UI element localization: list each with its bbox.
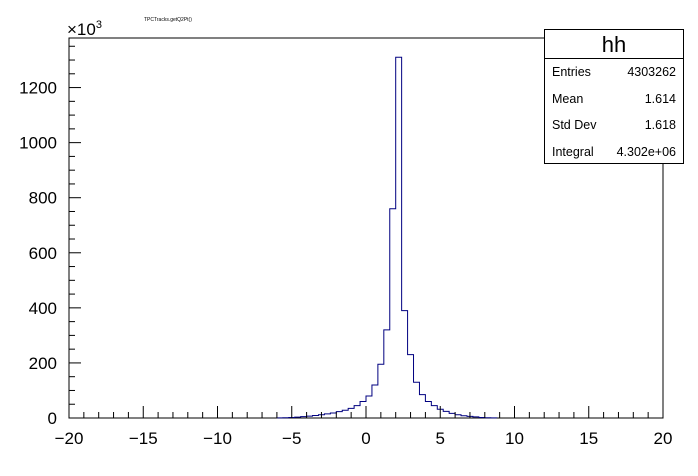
x-tick-label: 5	[436, 429, 445, 448]
x-tick-label: 0	[361, 429, 370, 448]
histogram-line	[276, 56, 498, 419]
x-tick-label: −20	[55, 429, 84, 448]
x-tick-label: −15	[129, 429, 158, 448]
x-tick-label: 10	[505, 429, 524, 448]
y-tick-label: 400	[29, 299, 57, 318]
multiplier-base: ×10	[67, 20, 96, 39]
stats-key: Entries	[552, 65, 591, 79]
stats-key: Mean	[552, 91, 584, 106]
y-tick-label: 1200	[19, 79, 57, 98]
y-axis-multiplier: ×103	[67, 19, 102, 40]
y-tick-label: 0	[48, 409, 57, 428]
x-tick-label: 15	[579, 429, 598, 448]
stats-value: 4.302e+06	[616, 144, 676, 159]
x-tick-label: −5	[282, 429, 301, 448]
multiplier-exponent: 3	[95, 19, 102, 31]
stats-value: 4303262	[627, 65, 676, 79]
stats-key: Std Dev	[552, 118, 597, 132]
stats-row-stddev: Std Dev 1.618	[545, 112, 683, 139]
x-tick-label: −10	[203, 429, 232, 448]
histogram-bars	[276, 56, 498, 419]
stats-title: hh	[545, 30, 683, 59]
y-tick-label: 600	[29, 244, 57, 263]
stats-value: 1.614	[644, 91, 676, 106]
x-tick-label: 20	[654, 429, 673, 448]
histogram-title: TPCTracks.getQ2Pt()	[144, 17, 192, 23]
stats-box: hh Entries 4303262 Mean 1.614 Std Dev 1.…	[544, 29, 684, 164]
stats-row-integral: Integral 4.302e+06	[545, 139, 683, 166]
x-axis: −20 −15 −10 −5 0 5 10 15 20	[55, 406, 673, 448]
stats-row-mean: Mean 1.614	[545, 86, 683, 113]
stats-value: 1.618	[644, 118, 676, 132]
y-tick-label: 200	[29, 354, 57, 373]
y-axis: 0 200 400 600 800 1000 1200	[19, 45, 81, 428]
stats-row-entries: Entries 4303262	[545, 59, 683, 86]
y-tick-label: 800	[29, 189, 57, 208]
y-tick-label: 1000	[19, 134, 57, 153]
stats-key: Integral	[552, 144, 594, 159]
